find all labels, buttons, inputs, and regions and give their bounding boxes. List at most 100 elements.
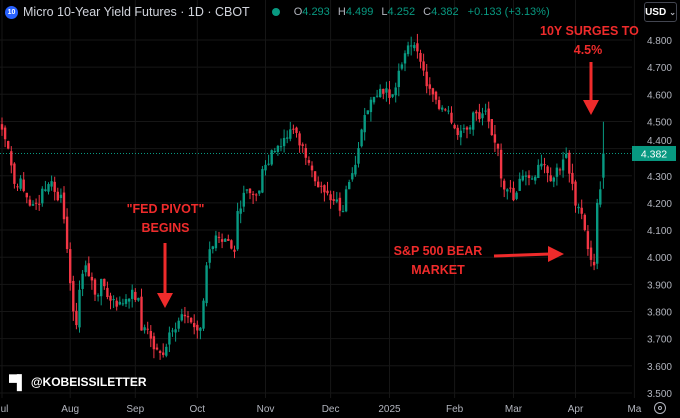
candle-body [344, 189, 348, 212]
settings-gear-icon[interactable] [654, 402, 666, 414]
svg-text:4.382: 4.382 [641, 148, 667, 160]
candle-body [524, 175, 528, 177]
candle-body [264, 164, 267, 171]
candle-body [574, 181, 577, 206]
candle-body [279, 146, 283, 148]
candle-body [304, 148, 307, 158]
price-tick-label: 4.700 [647, 63, 672, 74]
candle-body [301, 144, 304, 146]
candle-body [537, 164, 540, 179]
annotation-line: MARKET [411, 263, 465, 277]
time-axis[interactable]: Jul Aug Sep Oct Nov Dec 2025 Feb Mar Apr Ma [0, 404, 642, 415]
candle-body [239, 208, 242, 214]
candle-body [437, 100, 441, 109]
bear-market-arrowhead [548, 246, 564, 262]
candle-body [406, 45, 410, 55]
candle-body [211, 246, 214, 250]
candle-body [162, 352, 165, 355]
bear-market-arrow [493, 252, 551, 258]
candle-body [282, 137, 286, 147]
candle-body [388, 89, 391, 98]
candle-body [310, 165, 314, 171]
candle-body [65, 216, 69, 250]
candle-body [90, 276, 94, 281]
close-label: C [423, 6, 432, 18]
candle-body [292, 128, 295, 130]
candle-body [499, 149, 503, 179]
candle-body [121, 303, 125, 305]
candle-body [549, 175, 552, 182]
candle-body [50, 181, 53, 187]
candle-body [459, 130, 462, 138]
candle-body [177, 320, 180, 329]
candle-body [168, 332, 171, 345]
candle-body [28, 199, 32, 206]
candle-body [171, 330, 174, 332]
candle-body [3, 127, 7, 140]
candle-body [558, 169, 562, 171]
currency-label: USD [645, 6, 667, 18]
candle-body [599, 189, 602, 205]
candle-body [546, 166, 549, 174]
candle-body [472, 112, 475, 130]
candle-body [453, 124, 456, 129]
symbol-badge[interactable]: 10 [5, 5, 18, 19]
annotation-line: 10Y SURGES TO [540, 24, 639, 38]
candle-body [202, 300, 205, 329]
time-tick-label: Sep [126, 404, 144, 415]
candle-body [115, 300, 118, 307]
candle-body [413, 45, 416, 49]
candle-body [450, 112, 453, 123]
candle-body [456, 127, 459, 136]
candle-body [441, 107, 444, 110]
annotation-line: S&P 500 BEAR [393, 244, 483, 258]
time-tick-label: Aug [61, 404, 79, 415]
high-label: H [337, 6, 346, 18]
candle-body [465, 127, 469, 130]
candle-body [428, 84, 431, 89]
candle-body [521, 175, 524, 181]
time-tick-label: Apr [568, 404, 584, 415]
candle-body [410, 45, 413, 47]
candle-body [586, 231, 590, 250]
price-tick-label: 4.800 [647, 36, 672, 47]
price-tick-label: 4.400 [647, 136, 672, 147]
candle-body [490, 119, 493, 136]
candle-body [555, 167, 559, 177]
candle-body [100, 278, 103, 297]
fed-pivot-annotation: "FED PIVOT" BEGINS [118, 200, 213, 238]
price-tick-label: 4.100 [647, 226, 672, 237]
candle-body [155, 347, 159, 350]
arrows [157, 62, 599, 308]
candle-body [335, 199, 338, 202]
candle-body [255, 194, 258, 196]
change-value: +0.133 (+3.13%) [467, 6, 550, 18]
candle-body [53, 181, 56, 192]
candle-body [199, 327, 202, 331]
candle-body [0, 124, 4, 130]
candle-body [543, 164, 546, 166]
candle-body [375, 95, 379, 97]
price-axis[interactable]: 4.800 4.700 4.600 4.500 4.400 4.300 4.200 4.100… [647, 36, 672, 400]
annotation-line: 4.5% [573, 43, 603, 57]
currency-select[interactable]: USD ⌄ [644, 2, 677, 22]
candle-body [363, 115, 366, 133]
time-tick-label: 2025 [378, 404, 401, 415]
candle-body [348, 182, 351, 190]
candle-body [34, 202, 38, 204]
symbol-title[interactable]: Micro 10-Year Yield Futures · 1D · CBOT [23, 5, 250, 19]
market-status-dot [271, 8, 280, 16]
candle-body [242, 192, 245, 207]
candle-body [267, 163, 270, 165]
time-tick-label: Dec [322, 404, 340, 415]
candle-body [577, 206, 580, 209]
candle-body [158, 351, 162, 353]
candle-body [487, 108, 490, 122]
candle-body [205, 265, 208, 304]
candle-body [379, 88, 382, 98]
candle-body [400, 64, 404, 69]
candle-body [62, 192, 66, 220]
candle-body [403, 53, 407, 64]
candle-body [583, 214, 586, 231]
